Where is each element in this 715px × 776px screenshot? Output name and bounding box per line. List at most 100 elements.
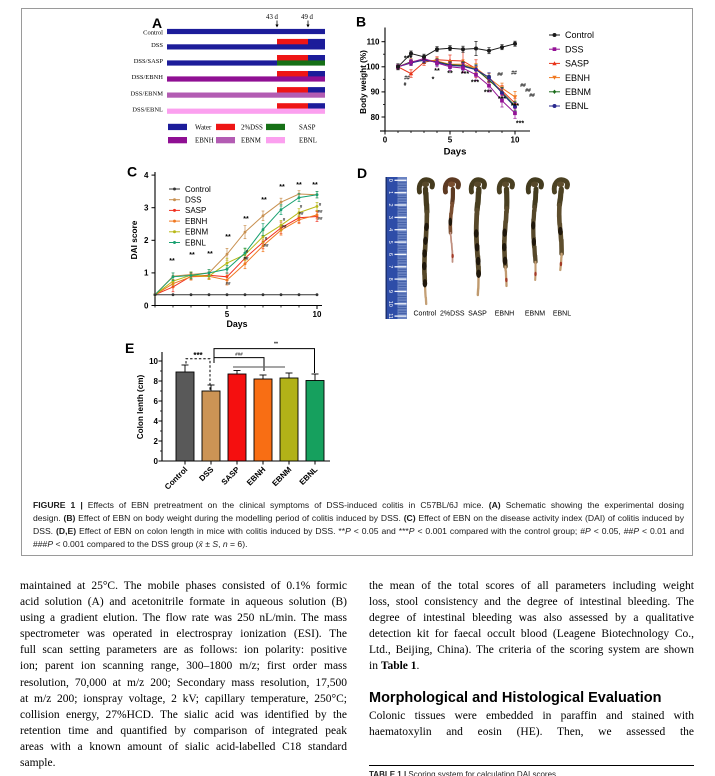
svg-text:SASP: SASP — [185, 206, 206, 215]
svg-text:**: ** — [189, 252, 195, 259]
svg-text:**: ** — [261, 197, 267, 204]
svg-text:###: ### — [235, 352, 243, 357]
svg-text:**: ** — [243, 216, 249, 223]
svg-text:DSS: DSS — [151, 42, 163, 49]
svg-text:2: 2 — [144, 236, 149, 245]
svg-text:**: ** — [169, 258, 175, 265]
svg-text:DSS/EBNL: DSS/EBNL — [132, 106, 163, 113]
svg-text:**: ** — [279, 184, 285, 191]
svg-text:SASP: SASP — [565, 59, 589, 69]
svg-text:DAI score: DAI score — [129, 220, 139, 259]
svg-text:SASP: SASP — [468, 311, 487, 318]
svg-text:3: 3 — [387, 216, 393, 219]
svg-text:##: ## — [404, 76, 410, 82]
svg-text:#: # — [404, 82, 407, 88]
svg-text:#: # — [283, 217, 286, 222]
svg-text:Control: Control — [565, 30, 594, 40]
svg-text:##: ## — [281, 224, 287, 229]
svg-text:***: *** — [498, 96, 506, 103]
svg-text:EBNL: EBNL — [298, 465, 320, 487]
svg-text:5: 5 — [387, 241, 393, 244]
svg-text:Control: Control — [185, 185, 211, 194]
svg-text:DSS/SASP: DSS/SASP — [134, 58, 164, 65]
svg-text:2: 2 — [154, 437, 159, 446]
svg-text:##: ## — [317, 209, 323, 214]
svg-text:EBNL: EBNL — [553, 311, 571, 318]
svg-text:SASP: SASP — [220, 465, 242, 487]
svg-text:DSS/EBNH: DSS/EBNH — [132, 74, 164, 81]
svg-text:***: *** — [471, 80, 479, 87]
svg-text:***: *** — [516, 121, 524, 128]
svg-text:0: 0 — [383, 136, 388, 145]
svg-text:4: 4 — [144, 171, 149, 180]
svg-text:**: ** — [312, 182, 318, 189]
svg-text:10: 10 — [387, 301, 393, 307]
svg-text:#: # — [246, 249, 249, 254]
svg-text:0: 0 — [387, 179, 393, 182]
svg-text:4: 4 — [154, 417, 159, 426]
svg-text:#: # — [300, 204, 303, 209]
svg-text:***: *** — [461, 71, 469, 78]
svg-text:3: 3 — [144, 204, 149, 213]
svg-text:B: B — [356, 14, 366, 30]
svg-text:5: 5 — [448, 136, 453, 145]
svg-text:##: ## — [520, 83, 526, 89]
svg-text:##: ## — [317, 216, 323, 221]
svg-text:**: ** — [274, 342, 278, 348]
svg-text:**: ** — [207, 251, 213, 258]
svg-text:EBNH: EBNH — [195, 138, 214, 145]
svg-text:11: 11 — [387, 313, 393, 319]
svg-text:EBNH: EBNH — [565, 73, 590, 83]
svg-text:43 d: 43 d — [266, 14, 278, 21]
svg-text:**: ** — [225, 234, 231, 241]
svg-text:EBNM: EBNM — [185, 228, 208, 237]
svg-text:4: 4 — [387, 228, 393, 231]
svg-text:10: 10 — [149, 357, 158, 366]
svg-text:SASP: SASP — [299, 125, 316, 132]
svg-text:2%DSS: 2%DSS — [440, 311, 465, 318]
svg-text:8: 8 — [387, 278, 393, 281]
svg-text:90: 90 — [371, 88, 380, 97]
svg-text:EBNH: EBNH — [495, 311, 514, 318]
svg-text:7: 7 — [387, 265, 393, 268]
svg-text:DSS: DSS — [197, 465, 215, 483]
svg-text:1: 1 — [387, 191, 393, 194]
svg-text:DSS: DSS — [565, 44, 584, 54]
svg-text:Control: Control — [163, 465, 189, 491]
svg-text:#: # — [319, 202, 322, 207]
svg-text:5: 5 — [225, 310, 230, 319]
svg-text:110: 110 — [367, 38, 380, 47]
svg-text:EBNM: EBNM — [241, 138, 261, 145]
svg-text:**: ** — [447, 71, 453, 78]
svg-text:***: *** — [511, 103, 519, 110]
svg-text:Body weight (%): Body weight (%) — [359, 50, 368, 114]
svg-text:Days: Days — [226, 319, 247, 329]
svg-text:##: ## — [298, 211, 304, 216]
svg-text:##: ## — [529, 93, 535, 99]
svg-text:9: 9 — [387, 290, 393, 293]
svg-text:DSS/EBNM: DSS/EBNM — [130, 90, 163, 97]
svg-text:##: ## — [511, 71, 517, 77]
svg-text:D: D — [357, 165, 367, 181]
svg-text:A: A — [152, 15, 162, 31]
svg-text:10: 10 — [511, 136, 520, 145]
svg-text:0: 0 — [144, 301, 149, 310]
svg-text:100: 100 — [366, 63, 380, 72]
svg-text:##: ## — [243, 256, 249, 261]
svg-text:EBNH: EBNH — [185, 217, 207, 226]
svg-text:***: *** — [484, 90, 492, 97]
svg-text:Control: Control — [143, 30, 163, 37]
svg-text:1: 1 — [144, 269, 149, 278]
svg-text:0: 0 — [154, 457, 159, 466]
svg-text:EBNH: EBNH — [245, 465, 268, 488]
svg-text:EBNM: EBNM — [565, 87, 591, 97]
svg-text:Control: Control — [414, 311, 437, 318]
svg-text:##: ## — [525, 88, 531, 94]
svg-text:8: 8 — [154, 377, 159, 386]
svg-text:DSS: DSS — [185, 196, 201, 205]
svg-text:E: E — [125, 340, 134, 356]
svg-text:EBNL: EBNL — [299, 138, 317, 145]
svg-text:Colon lenth (cm): Colon lenth (cm) — [136, 374, 145, 439]
svg-text:##: ## — [225, 281, 231, 286]
svg-text:Water: Water — [195, 125, 212, 132]
